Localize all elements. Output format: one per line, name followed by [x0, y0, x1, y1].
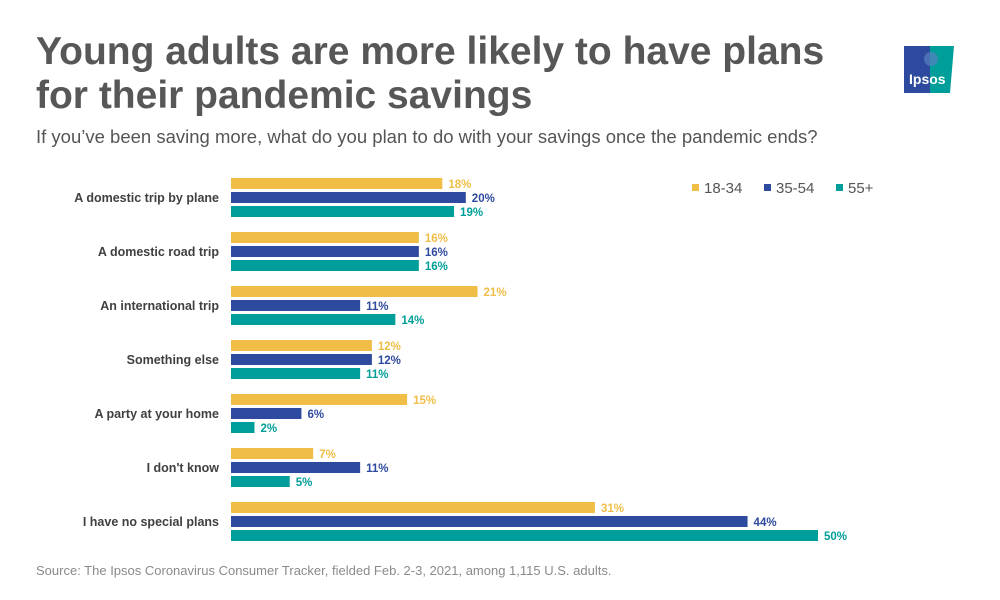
category-label: An international trip [100, 299, 219, 313]
data-label: 11% [366, 369, 388, 381]
data-label: 44% [754, 517, 777, 529]
bar-chart: A domestic trip by plane 18%20% 19% A domes… [74, 178, 874, 543]
source-note: Source: The Ipsos Coronavirus Consumer T… [36, 563, 612, 578]
data-label: 11% [366, 301, 388, 313]
category-label: A domestic trip by plane [74, 191, 219, 205]
bar-35-54 [231, 246, 419, 257]
data-label: 16% [425, 233, 448, 245]
data-label: 6% [307, 409, 324, 421]
bar-18-34 [231, 178, 443, 189]
bar-55+ [231, 260, 419, 271]
bar-35-54 [231, 192, 466, 203]
legend-label: 55+ [848, 180, 874, 197]
chart-subtitle: If you’ve been saving more, what do you … [36, 126, 818, 147]
data-label: 16% [425, 247, 448, 259]
bar-35-54 [231, 462, 361, 473]
data-label: 11% [366, 463, 388, 475]
bar-35-54 [231, 354, 372, 365]
bar-55+ [231, 206, 455, 217]
bar-35-54 [231, 300, 361, 311]
category-label: A domestic road trip [98, 245, 219, 259]
data-label: 2% [260, 423, 277, 435]
chart-title: Young adults are more likely to have pla… [36, 30, 825, 117]
legend-swatch-18-34 [692, 184, 699, 191]
bar-55+ [231, 314, 396, 325]
data-label: 20% [472, 193, 495, 205]
data-label: 5% [296, 477, 313, 489]
data-label: 7% [319, 449, 336, 461]
data-label: 18% [448, 179, 471, 191]
legend-swatch-35-54 [764, 184, 771, 191]
data-label: 21% [484, 287, 507, 299]
data-label: 19% [460, 207, 483, 219]
bar-35-54 [231, 408, 302, 419]
bar-18-34 [231, 340, 372, 351]
category-label: I have no special plans [83, 515, 219, 529]
data-label: 15% [413, 395, 436, 407]
data-label: 12% [378, 355, 401, 367]
legend-swatch-55+ [836, 184, 843, 191]
svg-text:Ipsos: Ipsos [909, 71, 946, 87]
bar-18-34 [231, 232, 419, 243]
data-label: 31% [601, 503, 624, 515]
bar-55+ [231, 530, 818, 541]
category-label: A party at your home [94, 407, 219, 421]
ipsos-logo: Ipsos [904, 46, 954, 93]
legend-label: 35-54 [776, 180, 814, 197]
bar-18-34 [231, 286, 478, 297]
bar-55+ [231, 476, 290, 487]
bar-35-54 [231, 516, 748, 527]
data-label: 16% [425, 261, 448, 273]
data-label: 50% [824, 531, 847, 543]
category-label: I don't know [147, 461, 220, 475]
bar-55+ [231, 422, 255, 433]
category-label: Something else [127, 353, 219, 367]
legend-label: 18-34 [704, 180, 742, 197]
data-label: 12% [378, 341, 401, 353]
bar-55+ [231, 368, 361, 379]
bar-18-34 [231, 502, 595, 513]
data-label: 14% [401, 315, 424, 327]
bar-18-34 [231, 448, 314, 459]
bar-18-34 [231, 394, 408, 405]
